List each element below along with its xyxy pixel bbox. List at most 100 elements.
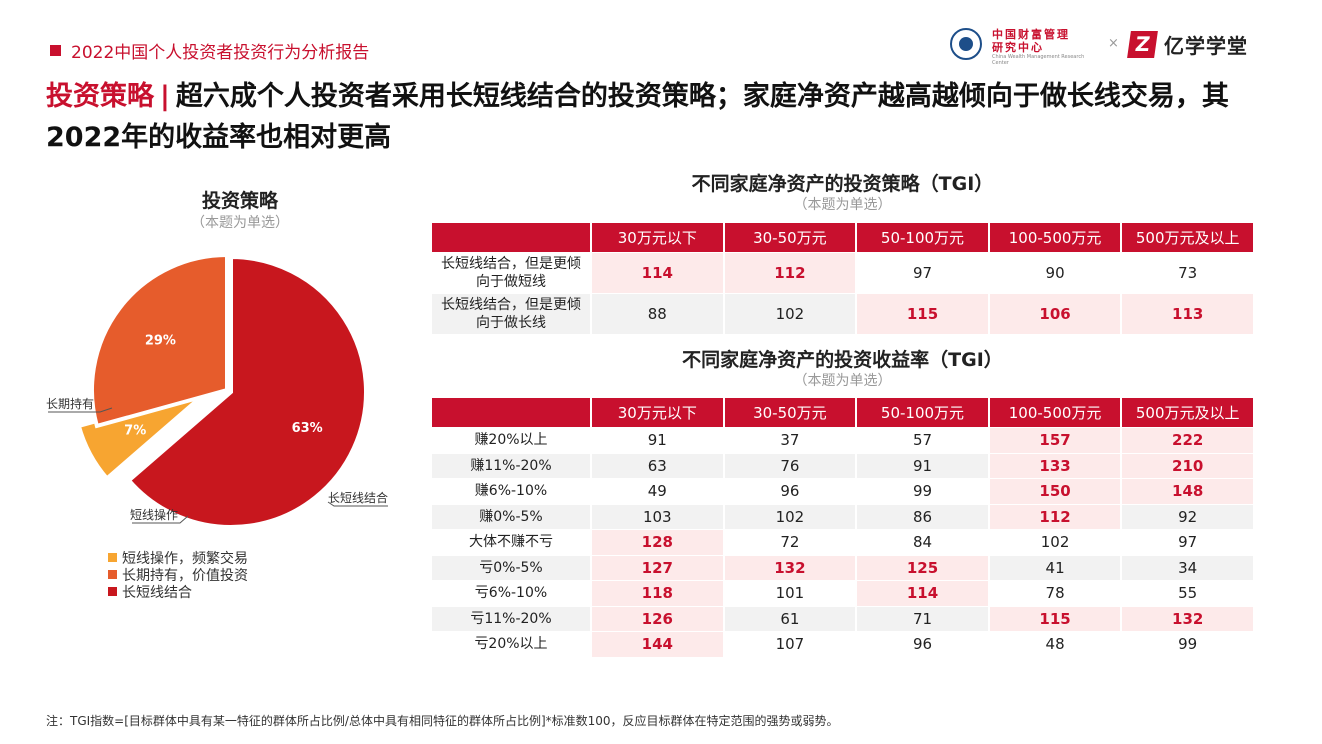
pie-leader-line-1 [132, 515, 189, 524]
column-header: 100-500万元 [989, 398, 1121, 427]
table-cell: 222 [1122, 427, 1253, 453]
table-cell: 210 [1122, 452, 1253, 478]
column-header: 50-100万元 [857, 223, 988, 252]
table-cell: 102 [989, 529, 1121, 555]
legend-swatch [108, 587, 117, 596]
table-cell: 150 [989, 478, 1121, 504]
table-cell: 114 [857, 580, 988, 606]
table-cell: 71 [857, 605, 988, 631]
table-cell: 72 [724, 529, 856, 555]
row-label: 赚11%-20% [432, 452, 590, 478]
legend-label: 短线操作，频繁交易 [122, 550, 248, 567]
table-cell: 128 [592, 529, 723, 555]
table-corner-header [432, 398, 590, 427]
pie-slice-0 [126, 254, 368, 529]
table-cell: 63 [592, 452, 723, 478]
table-cell: 96 [857, 631, 988, 657]
table-cell: 132 [724, 554, 856, 580]
row-label: 亏6%-10% [432, 580, 590, 606]
table-row: 赚0%-5% 103 102 86 112 92 [432, 503, 1253, 529]
table-cell: 113 [1122, 293, 1253, 334]
table-cell: 48 [989, 631, 1121, 657]
pie-category-label-0: 长短线结合 [328, 490, 388, 505]
table-row: 亏6%-10% 118 101 114 78 55 [432, 580, 1253, 606]
report-tag: 2022中国个人投资者投资行为分析报告 [50, 38, 369, 63]
table-cell: 99 [1122, 631, 1253, 657]
cwm-logo-line2: 研究中心 [992, 41, 1044, 54]
table-cell: 127 [592, 554, 723, 580]
column-header: 500万元及以上 [1122, 223, 1253, 252]
table-row: 赚11%-20% 63 76 91 133 210 [432, 452, 1253, 478]
cwm-seal-logo [950, 28, 982, 60]
pie-category-label-2: 长期持有 [46, 396, 94, 411]
legend-label: 长期持有，价值投资 [122, 567, 248, 584]
table-cell: 99 [857, 478, 988, 504]
row-label: 赚20%以上 [432, 427, 590, 453]
strategy-table-subtitle: （本题为单选） [793, 197, 892, 213]
column-header: 30-50万元 [724, 398, 856, 427]
cwm-logo-en: China Wealth Management Research Center [992, 54, 1085, 66]
pie-leader-line-2 [48, 407, 113, 413]
row-label: 亏20%以上 [432, 631, 590, 657]
return-table-title: 不同家庭净资产的投资收益率（TGI） [682, 349, 1003, 371]
table-cell: 86 [857, 503, 988, 529]
table-cell: 112 [724, 252, 856, 293]
column-header: 30-50万元 [724, 223, 856, 252]
table-cell: 118 [592, 580, 723, 606]
row-label: 亏0%-5% [432, 554, 590, 580]
legend-label: 长短线结合 [122, 584, 192, 601]
table-cell: 97 [857, 252, 988, 293]
table-cell: 61 [724, 605, 856, 631]
table-cell: 102 [724, 293, 856, 334]
pie-legend: 短线操作，频繁交易 长期持有，价值投资 长短线结合 [108, 549, 248, 601]
return-table-subtitle: （本题为单选） [793, 373, 892, 389]
strategy-table-title: 不同家庭净资产的投资策略（TGI） [691, 173, 994, 195]
table-cell: 112 [989, 503, 1121, 529]
table-cell: 37 [724, 427, 856, 453]
report-tag-square [50, 45, 61, 56]
table-cell: 90 [989, 252, 1121, 293]
table-row: 长短线结合，但是更倾向于做短线 114 112 97 90 73 [432, 252, 1253, 293]
table-cell: 92 [1122, 503, 1253, 529]
table-cell: 125 [857, 554, 988, 580]
row-label: 长短线结合，但是更倾向于做长线 [432, 293, 590, 334]
cwm-logo-text: 中国财富管理 研究中心 China Wealth Management Rese… [992, 28, 1097, 66]
pie-slice-value-label-0: 63% [292, 421, 323, 436]
column-header: 30万元以下 [592, 398, 723, 427]
table-row: 亏0%-5% 127 132 125 41 34 [432, 554, 1253, 580]
column-header: 30万元以下 [592, 223, 723, 252]
table-cell: 106 [989, 293, 1121, 334]
table-cell: 101 [724, 580, 856, 606]
footnote: 注：TGI指数=[目标群体中具有某一特征的群体所占比例/总体中具有相同特征的群体… [46, 714, 839, 728]
table-row: 赚6%-10% 49 96 99 150 148 [432, 478, 1253, 504]
yixue-logo-mark: Z [1127, 31, 1158, 58]
pie-leader-line-0 [327, 501, 388, 507]
table-cell: 49 [592, 478, 723, 504]
table-cell: 148 [1122, 478, 1253, 504]
table-cell: 55 [1122, 580, 1253, 606]
row-label: 长短线结合，但是更倾向于做短线 [432, 252, 590, 293]
table-cell: 91 [857, 452, 988, 478]
pie-chart-subtitle: （本题为单选） [191, 215, 289, 231]
row-label: 赚0%-5% [432, 503, 590, 529]
table-cell: 107 [724, 631, 856, 657]
table-cell: 114 [592, 252, 723, 293]
strategy-tgi-table: 30万元以下 30-50万元 50-100万元 100-500万元 500万元及以上 长短… [430, 223, 1255, 334]
table-cell: 132 [1122, 605, 1253, 631]
return-tgi-table: 30万元以下 30-50万元 50-100万元 100-500万元 500万元及以上 赚2… [430, 398, 1255, 657]
row-label: 大体不赚不亏 [432, 529, 590, 555]
table-cell: 78 [989, 580, 1121, 606]
cwm-logo-line1: 中国财富管理 [992, 28, 1070, 41]
row-label: 赚6%-10% [432, 478, 590, 504]
table-cell: 133 [989, 452, 1121, 478]
table-row: 长短线结合，但是更倾向于做长线 88 102 115 106 113 [432, 293, 1253, 334]
legend-swatch [108, 570, 117, 579]
table-row: 大体不赚不亏 128 72 84 102 97 [432, 529, 1253, 555]
headline-separator: | [160, 81, 170, 112]
page-headline: 投资策略 | 超六成个人投资者采用长短线结合的投资策略；家庭净资产越高越倾向于做长线… [46, 76, 1276, 158]
legend-item: 长短线结合 [108, 583, 248, 601]
table-cell: 144 [592, 631, 723, 657]
table-cell: 57 [857, 427, 988, 453]
legend-swatch [108, 553, 117, 562]
table-cell: 34 [1122, 554, 1253, 580]
